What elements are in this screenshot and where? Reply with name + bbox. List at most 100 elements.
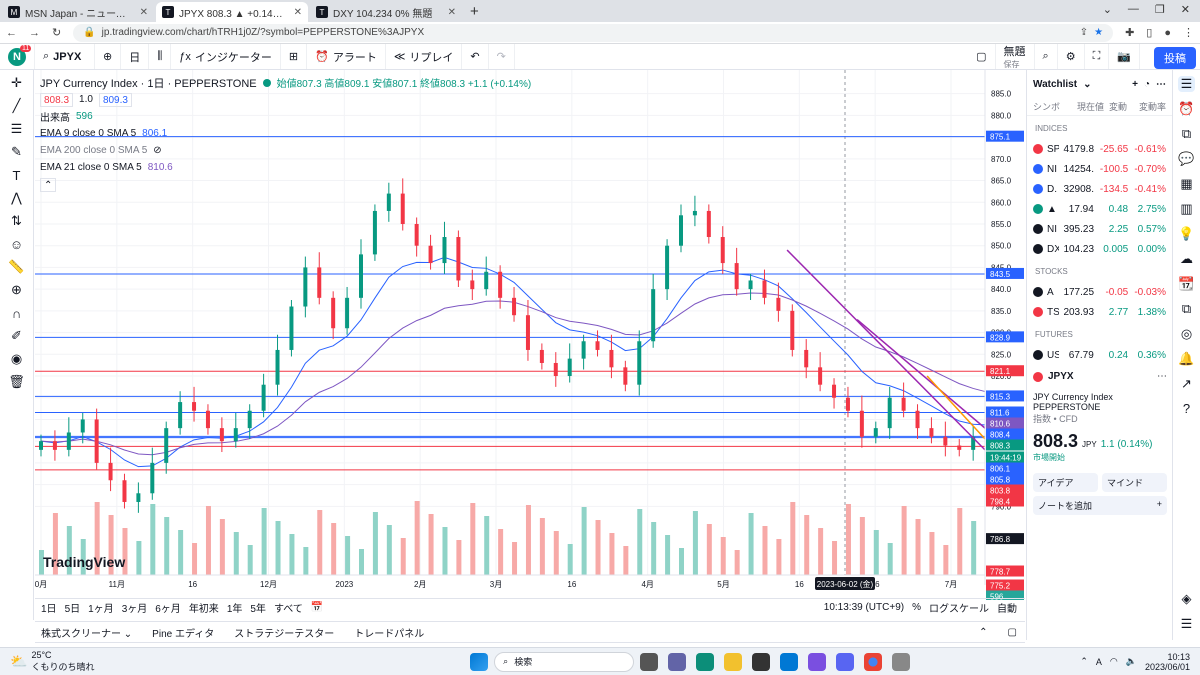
percent-toggle[interactable]: % [912, 602, 921, 613]
col-change[interactable]: 変動 [1109, 102, 1128, 112]
range-ytd[interactable]: 年初来 [188, 604, 219, 615]
app-icon[interactable] [892, 652, 911, 671]
layout-name[interactable]: 無題 保存 [996, 44, 1035, 69]
broadcast-icon[interactable]: ◎ [1180, 326, 1193, 341]
taskbar-search[interactable]: ⌕ 検索 [494, 651, 635, 672]
chevron-up-icon[interactable]: ⌃ [1080, 656, 1088, 666]
watchlist-row[interactable]: USC 67.79 0.24 0.36% [1027, 345, 1172, 365]
bookmark-star-icon[interactable]: ★ [1094, 27, 1104, 38]
close-icon[interactable]: ✕ [447, 6, 456, 18]
screener-icon[interactable]: ⧉ [1181, 301, 1192, 316]
forward-arrow-icon[interactable]: → [29, 26, 40, 39]
object-tree-icon[interactable]: ⧉ [1181, 126, 1192, 141]
weather-widget[interactable]: ⛅ 25°C くもりのち晴れ [0, 650, 200, 673]
task-view-icon[interactable] [640, 652, 659, 671]
log-scale-toggle[interactable]: ログスケール [929, 604, 989, 615]
calendar-icon[interactable]: ▦ [1180, 176, 1193, 191]
ema9-label[interactable]: EMA 9 close 0 SMA 5 [40, 128, 137, 139]
language-icon[interactable]: A [1095, 656, 1102, 667]
clock-time[interactable]: 10:13 [1167, 651, 1190, 662]
range-1d[interactable]: 1日 [41, 604, 57, 615]
compare-button[interactable]: ⊕ [95, 44, 122, 69]
symbol-search[interactable]: ⌕ JPYX [35, 44, 95, 69]
forecast-icon[interactable]: ⇅ [11, 213, 22, 228]
minds-button[interactable]: マインド [1102, 473, 1167, 492]
more-icon[interactable]: ⋯ [1157, 371, 1167, 382]
menu-icon[interactable]: ⋮ [1183, 27, 1194, 39]
speaker-icon[interactable]: 🔈 [1125, 656, 1137, 666]
share-icon[interactable]: ⇪ [1079, 27, 1089, 38]
detail-name[interactable]: JPY Currency Index [1033, 392, 1113, 402]
replay-button[interactable]: ≪ リプレイ [386, 44, 463, 69]
lock-drawings-icon[interactable]: ✐ [11, 328, 22, 343]
minimize-icon[interactable]: — [1127, 3, 1139, 15]
calendar2-icon[interactable]: 📆 [1178, 276, 1195, 291]
eye-icon[interactable]: ◉ [10, 351, 23, 366]
range-5d[interactable]: 5日 [64, 604, 81, 615]
publish-button[interactable]: 投稿 [1154, 47, 1196, 69]
trendline-icon[interactable]: ╱ [12, 98, 21, 113]
discord-icon[interactable] [836, 652, 855, 671]
browser-tab-dxy[interactable]: T DXY 104.234 0% 無題 ✕ [310, 2, 462, 22]
add-note-button[interactable]: ノートを追加 + [1033, 496, 1167, 515]
redo-button[interactable]: ↷ [489, 44, 515, 69]
ema200-label[interactable]: EMA 200 close 0 SMA 5 [40, 145, 148, 156]
chrome-icon[interactable] [864, 652, 883, 671]
range-1y[interactable]: 1年 [226, 604, 243, 615]
ideas-button[interactable]: アイデア [1033, 473, 1098, 492]
streams-icon[interactable]: ☁ [1180, 251, 1193, 266]
wifi-icon[interactable]: ◠ [1109, 656, 1118, 666]
browser-tab-msn[interactable]: M MSN Japan - ニュース, 天気, メール ✕ [2, 2, 154, 22]
templates-button[interactable]: ⊞ [281, 44, 308, 69]
fib-icon[interactable]: ☰ [10, 121, 23, 136]
bell-icon[interactable]: 🔔 [1178, 351, 1195, 366]
more-icon[interactable]: ⋯ [1156, 78, 1166, 90]
add-symbol-icon[interactable]: + [1132, 78, 1138, 90]
brush-icon[interactable]: ✎ [11, 144, 22, 159]
extensions-icon[interactable]: ✚ [1125, 27, 1135, 39]
text-icon[interactable]: T [12, 167, 21, 183]
watchlist-row[interactable]: A 177.25 -0.05 -0.03% [1027, 282, 1172, 302]
snapshot-button[interactable]: 📷 [1109, 44, 1140, 69]
watchlist-section-header[interactable]: FUTURES [1035, 330, 1073, 339]
chevron-down-icon[interactable]: ⌄ [1083, 78, 1092, 90]
watchlist-row[interactable]: TS 203.93 2.77 1.38% [1027, 302, 1172, 322]
undo-button[interactable]: ↶ [462, 44, 489, 69]
clock[interactable]: 10:13:39 (UTC+9) [823, 602, 905, 613]
quick-search[interactable]: ⌕ [1035, 44, 1058, 69]
tab-list-chevron-icon[interactable]: ⌄ [1102, 4, 1112, 16]
range-5y[interactable]: 5年 [250, 604, 266, 615]
edge-icon[interactable] [696, 652, 715, 671]
col-price[interactable]: 現在値 [1077, 102, 1105, 112]
trash-icon[interactable]: 🗑 [8, 374, 25, 389]
hotlist-icon[interactable]: ▥ [1180, 201, 1193, 216]
range-6m[interactable]: 6ヶ月 [155, 604, 181, 615]
watchlist-row[interactable]: NI 14254. -100.5 -0.70% [1027, 159, 1172, 179]
watchlist-row[interactable]: NI 395.23 2.25 0.57% [1027, 219, 1172, 239]
clock-date[interactable]: 2023/06/01 [1144, 661, 1190, 672]
indicators-button[interactable]: ƒx インジケーター [171, 44, 281, 69]
sidebar-menu-icon[interactable]: ☰ [1180, 616, 1193, 631]
collapse-legend-icon[interactable]: ⌃ [40, 177, 57, 192]
auto-scale-toggle[interactable]: 自動 [997, 604, 1017, 615]
alert-button[interactable]: ⏰ アラート [307, 44, 386, 69]
chart-type-button[interactable]: ⫼ [149, 44, 172, 69]
layers-icon[interactable]: ◈ [1181, 591, 1192, 606]
watchlist-section-header[interactable]: INDICES [1035, 124, 1068, 133]
hidden-eye-icon[interactable]: ⊘ [153, 145, 162, 156]
tab-screener[interactable]: 株式スクリーナー ⌄ [41, 628, 133, 640]
trending-icon[interactable]: ↗ [1181, 376, 1192, 391]
collapse-panel-icon[interactable]: ⌃ [979, 626, 988, 638]
close-icon[interactable]: ✕ [139, 6, 148, 18]
mail-icon[interactable] [780, 652, 799, 671]
browser-tab-jpyx[interactable]: T JPYX 808.3 ▲ +0.14% 無題 ✕ [156, 2, 308, 22]
explorer-icon[interactable] [724, 652, 743, 671]
tab-pine-editor[interactable]: Pine エディタ [152, 628, 215, 640]
col-symbol[interactable]: シンボ [1033, 102, 1061, 112]
watchlist-section-header[interactable]: STOCKS [1035, 267, 1068, 276]
profile-icon[interactable]: ● [1164, 26, 1171, 39]
copilot-icon[interactable] [808, 652, 827, 671]
new-tab-button[interactable]: + [470, 3, 479, 20]
tab-strategy-tester[interactable]: ストラテジーテスター [234, 628, 335, 640]
